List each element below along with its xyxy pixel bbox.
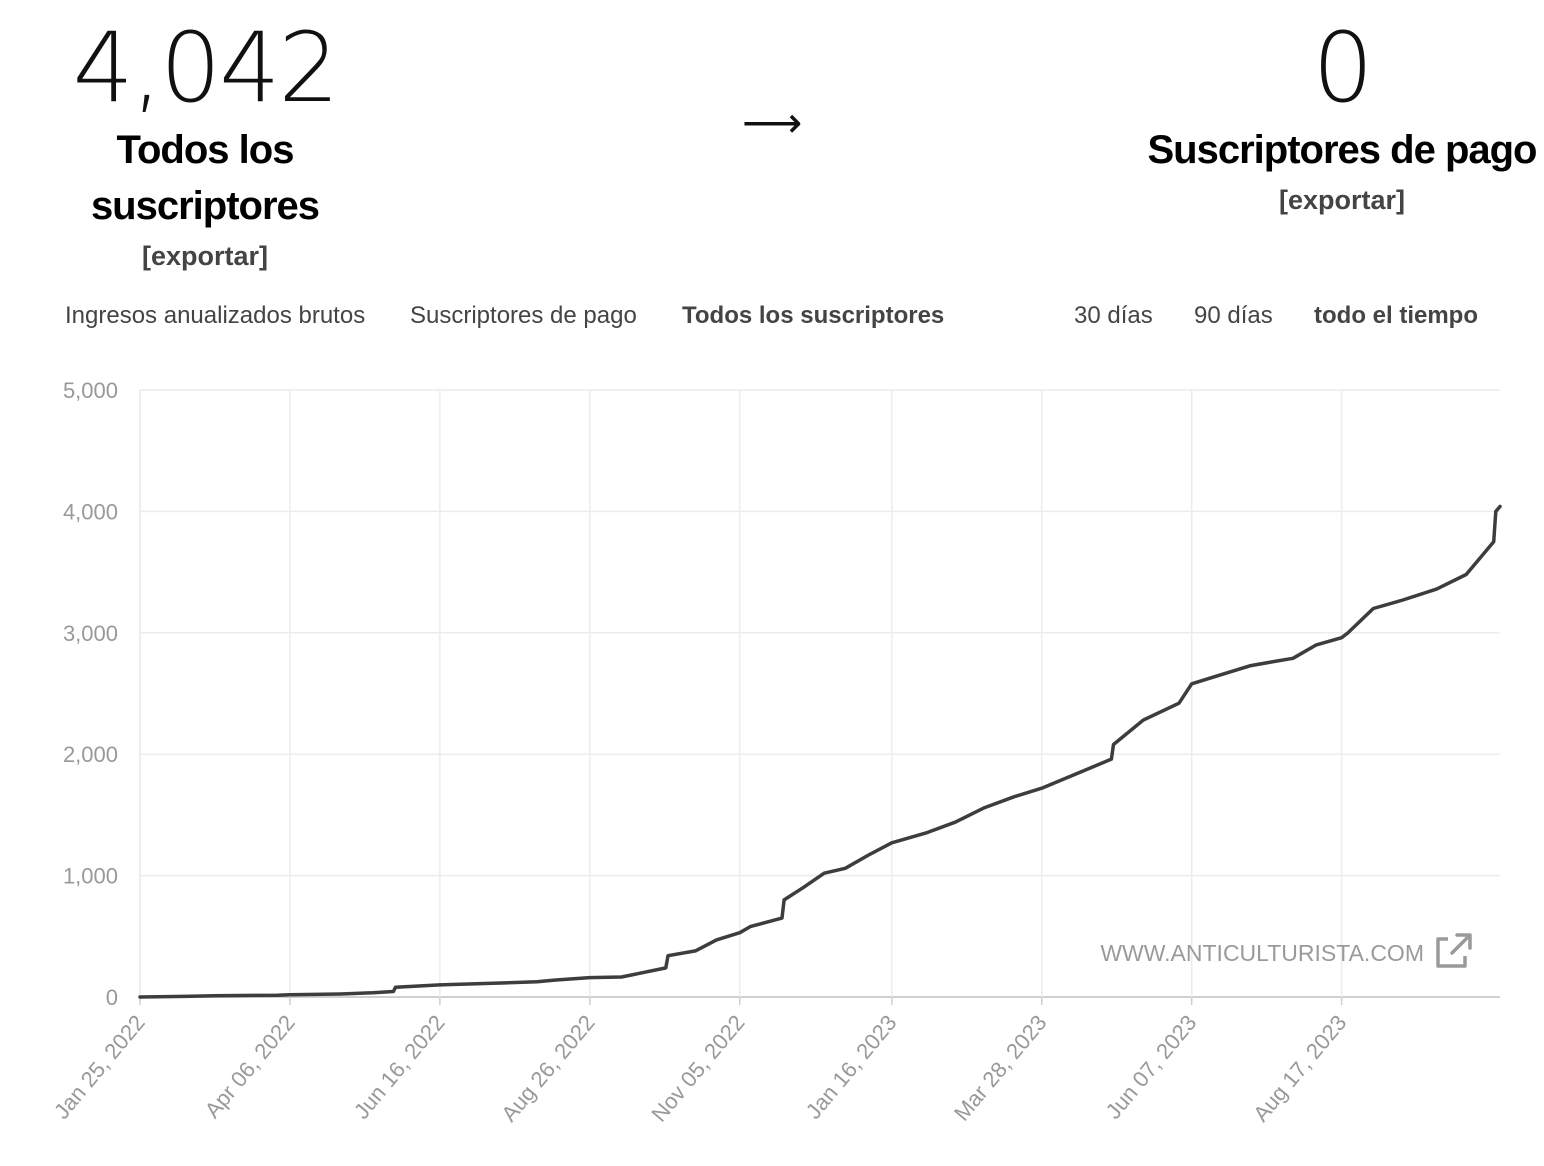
x-tick-label: Jun 16, 2022 — [349, 1010, 450, 1124]
paid-subscribers-count: 0 — [1312, 12, 1373, 124]
all-subscribers-export-link[interactable]: [exportar] — [141, 241, 269, 271]
chart-grid — [139, 389, 1500, 1005]
external-link-icon[interactable] — [1436, 933, 1472, 968]
paid-subscribers-export-link[interactable]: [exportar] — [1278, 185, 1406, 215]
range-90-days[interactable]: 90 días — [1194, 302, 1273, 329]
all-subscribers-label: Todos los suscriptores — [90, 128, 320, 228]
tab-gross-annualized-revenue[interactable]: Ingresos anualizados brutos — [65, 302, 366, 329]
y-tick-label: 5,000 — [63, 378, 118, 403]
x-tick-label: Apr 06, 2022 — [200, 1010, 300, 1123]
x-tick-label: Aug 26, 2022 — [496, 1010, 599, 1126]
x-tick-label: Jan 25, 2022 — [49, 1010, 150, 1124]
y-tick-label: 3,000 — [63, 621, 118, 646]
x-tick-label: Nov 05, 2022 — [646, 1010, 749, 1126]
y-tick-label: 1,000 — [63, 864, 118, 889]
tab-paid-subscribers[interactable]: Suscriptores de pago — [410, 302, 637, 329]
x-tick-label: Mar 28, 2023 — [949, 1010, 1051, 1125]
x-tick-label: Jan 16, 2023 — [801, 1010, 902, 1124]
paid-subscribers-summary: 0 Suscriptores de pago [exportar] — [1140, 18, 1544, 220]
range-30-days[interactable]: 30 días — [1074, 302, 1153, 329]
chart-series — [138, 504, 1502, 999]
x-tick-label: Jun 07, 2023 — [1101, 1010, 1202, 1124]
subscribers-line-chart: 0 1,000 2,000 3,000 4,000 5,000 Jan 25, 2022 A… — [49, 378, 1502, 1126]
tab-all-subscribers[interactable]: Todos los suscriptores — [682, 302, 945, 329]
paid-subscribers-label: Suscriptores de pago — [1147, 128, 1538, 172]
watermark-text: WWW.ANTICULTURISTA.COM — [1100, 940, 1424, 966]
range-all-time[interactable]: todo el tiempo — [1314, 302, 1478, 329]
arrow-right-icon: ⟶ — [742, 98, 803, 147]
chart-controls: Ingresos anualizados brutos Suscriptores… — [0, 302, 1544, 342]
series-line — [138, 504, 1502, 999]
all-subscribers-count: 4,042 — [72, 12, 340, 124]
watermark: WWW.ANTICULTURISTA.COM — [1100, 933, 1472, 968]
y-tick-label: 2,000 — [63, 742, 118, 767]
y-tick-label: 4,000 — [63, 499, 118, 524]
y-axis: 0 1,000 2,000 3,000 4,000 5,000 — [63, 378, 118, 1010]
y-tick-label: 0 — [106, 985, 118, 1010]
all-subscribers-summary: 4,042 Todos los suscriptores [exportar] — [0, 18, 410, 276]
x-axis: Jan 25, 2022 Apr 06, 2022 Jun 16, 2022 Aug … — [49, 1010, 1352, 1126]
x-tick-label: Aug 17, 2023 — [1248, 1010, 1351, 1126]
